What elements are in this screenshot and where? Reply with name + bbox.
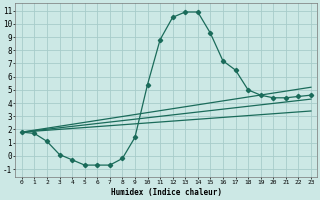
X-axis label: Humidex (Indice chaleur): Humidex (Indice chaleur) (111, 188, 222, 197)
